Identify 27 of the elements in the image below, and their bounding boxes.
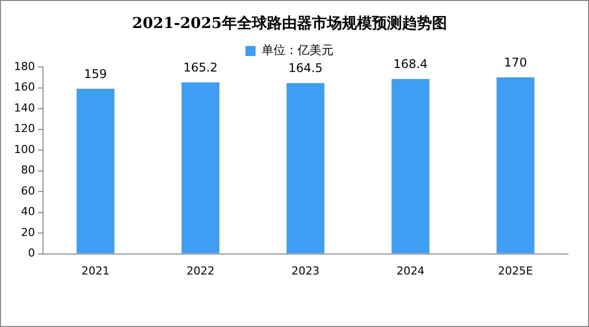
y-tick-label: 0 xyxy=(28,246,35,260)
y-tick-label: 60 xyxy=(20,184,35,198)
y-tick-label: 140 xyxy=(14,101,35,114)
y-tick-label: 80 xyxy=(20,164,35,177)
y-tick-label: 160 xyxy=(14,80,35,94)
data-label: 159 xyxy=(84,66,107,81)
bar xyxy=(286,83,324,254)
x-tick-label: 2024 xyxy=(396,264,424,278)
data-label: 168.4 xyxy=(393,57,428,72)
y-tick-label: 20 xyxy=(20,226,35,239)
bar xyxy=(182,82,220,254)
x-tick-label: 2021 xyxy=(81,264,110,278)
x-tick-label: 2025E xyxy=(498,264,534,278)
data-label: 164.5 xyxy=(288,61,323,76)
y-tick-label: 100 xyxy=(14,142,35,156)
x-tick-label: 2023 xyxy=(292,264,320,278)
bar xyxy=(496,77,534,254)
y-tick-label: 120 xyxy=(14,122,35,136)
y-tick-label: 180 xyxy=(14,60,35,73)
data-label: 165.2 xyxy=(183,60,218,74)
x-tick-label: 2022 xyxy=(186,264,214,278)
bar xyxy=(76,88,114,254)
legend-label: 单位：亿美元 xyxy=(262,43,334,58)
data-label: 170 xyxy=(504,56,527,70)
chart-title: 2021-2025年全球路由器市场规模预测趋势图 xyxy=(132,14,447,32)
y-tick-label: 40 xyxy=(20,205,35,218)
bar xyxy=(392,79,430,254)
